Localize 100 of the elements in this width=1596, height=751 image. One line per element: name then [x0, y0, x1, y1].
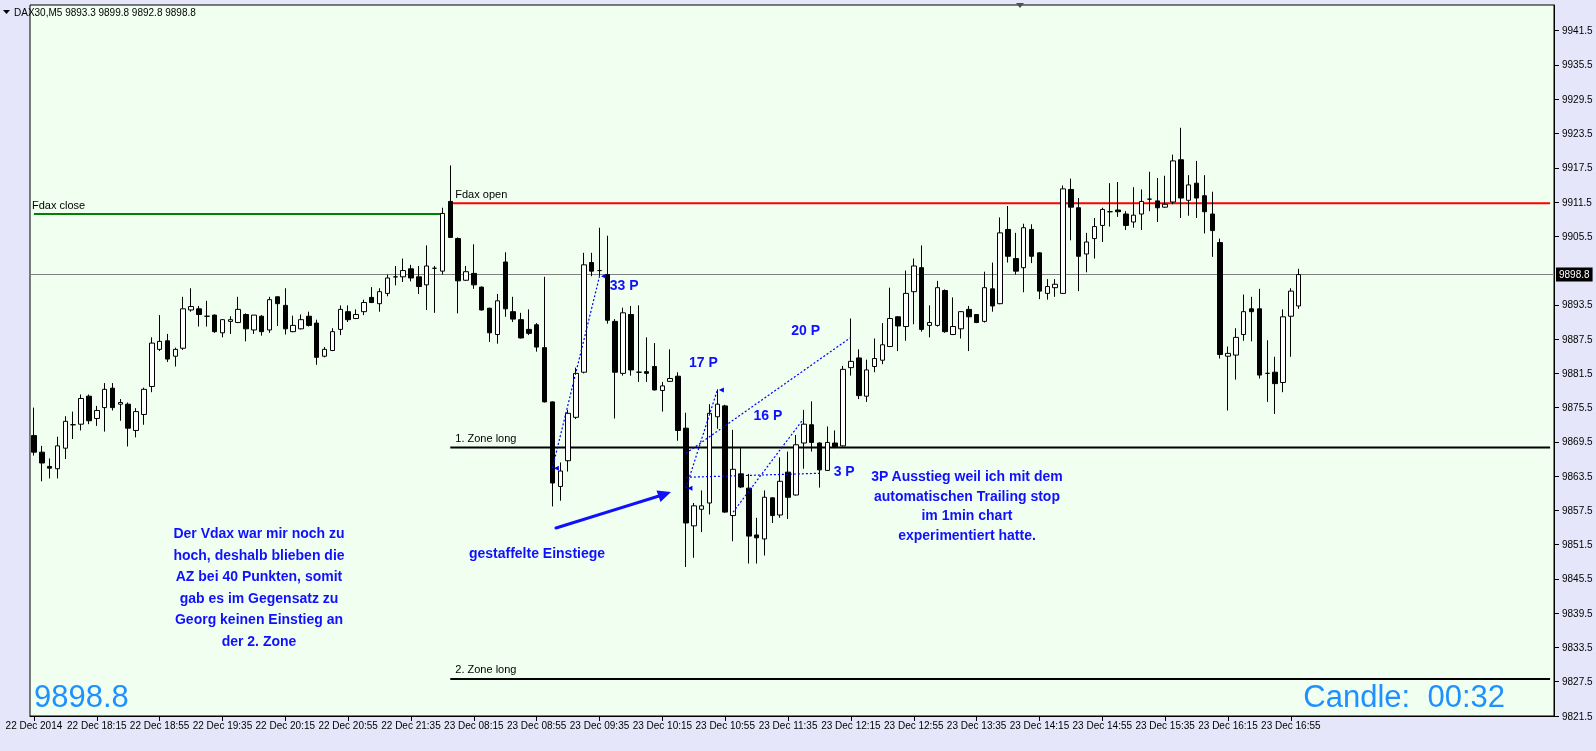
- y-tick-label: 9845.5: [1562, 573, 1594, 585]
- candlestick: [479, 286, 484, 312]
- annotation: 17 P: [689, 354, 718, 370]
- candlestick: [895, 315, 901, 352]
- candlestick: [1257, 288, 1262, 379]
- candlestick: [990, 262, 995, 313]
- candlestick: [1288, 287, 1294, 358]
- candlestick: [1170, 154, 1176, 205]
- candlestick: [322, 346, 327, 358]
- candlestick: [39, 445, 45, 482]
- candlestick: [597, 227, 602, 277]
- candlestick: [330, 327, 335, 352]
- x-tick-label: 22 Dec 21:35: [381, 719, 442, 731]
- candlestick: [361, 299, 367, 316]
- candlestick: [997, 216, 1003, 305]
- candlestick: [1092, 217, 1097, 260]
- y-tick-label: 9917.5: [1562, 162, 1594, 174]
- candlestick: [1107, 182, 1113, 228]
- candlestick: [558, 461, 563, 502]
- candlestick: [927, 304, 932, 338]
- candlestick: [880, 322, 885, 365]
- chart-title: DAX30,M5 9893.3 9899.8 9892.8 9898.8: [14, 6, 197, 18]
- series-label: 2. Zone long: [455, 663, 517, 676]
- candlestick: [338, 304, 343, 336]
- candlestick: [1060, 184, 1066, 295]
- y-tick-label: 9941.5: [1562, 25, 1594, 37]
- y-tick-label: 9863.5: [1562, 470, 1594, 482]
- candlestick: [440, 207, 445, 276]
- y-tick-label: 9929.5: [1562, 93, 1594, 105]
- candlestick: [251, 314, 257, 335]
- candlestick: [63, 415, 68, 460]
- candlestick: [762, 489, 767, 557]
- y-tick-label: 9857.5: [1562, 504, 1594, 516]
- candlestick: [715, 388, 720, 430]
- candlestick: [110, 382, 115, 411]
- x-tick-label: 23 Dec 16:15: [1198, 719, 1259, 731]
- candlestick: [243, 312, 249, 342]
- annotation: 3P Ausstieg weil ich mit dem automatischen Trailing stop im 1min chart experimentiert hatte.: [871, 468, 1063, 543]
- candlestick: [1076, 197, 1081, 292]
- x-tick-label: 22 Dec 18:55: [129, 719, 190, 731]
- series-label: Fdax close: [31, 198, 86, 211]
- candlestick: [416, 265, 422, 295]
- x-tick-label: 23 Dec 15:35: [1135, 719, 1196, 731]
- candlestick: [754, 517, 759, 565]
- candlestick: [173, 347, 178, 367]
- candlestick: [220, 318, 225, 338]
- candlestick: [180, 296, 186, 351]
- candlestick: [605, 235, 610, 325]
- y-tick-label: 9827.5: [1562, 676, 1594, 688]
- candlestick: [1225, 346, 1231, 411]
- candlestick: [691, 502, 697, 559]
- candlestick: [259, 314, 264, 337]
- candlestick: [1005, 205, 1011, 264]
- candlestick: [911, 258, 917, 325]
- candlestick: [746, 473, 752, 565]
- candlestick: [196, 305, 202, 328]
- annotation: Der Vdax war mir noch zu hoch, deshalb blieben die AZ bei 40 Punkten, somit gab es im Gegensatz zu Georg keinen Einstieg an der 2. Zone: [173, 525, 345, 649]
- y-tick-label: 9869.5: [1562, 436, 1594, 448]
- candlestick: [1186, 174, 1191, 217]
- candlestick: [1123, 210, 1129, 231]
- candlestick: [1194, 160, 1199, 219]
- y-tick-label: 9851.5: [1562, 539, 1594, 551]
- candlestick: [1249, 296, 1254, 342]
- x-tick-label: 22 Dec 18:15: [67, 719, 127, 731]
- candlestick: [887, 287, 893, 348]
- candlestick: [1155, 177, 1160, 223]
- candlestick: [1045, 278, 1050, 301]
- candlestick: [1029, 223, 1034, 264]
- x-tick-label: 22 Dec 20:55: [318, 719, 379, 731]
- candlestick: [1280, 308, 1286, 393]
- candlestick: [455, 236, 461, 314]
- x-tick-label: 23 Dec 10:55: [695, 719, 756, 731]
- annotation: 3 P: [833, 463, 855, 479]
- candlestick: [212, 314, 217, 334]
- candlestick: [919, 244, 924, 333]
- candlestick: [487, 307, 492, 343]
- candlestick: [141, 387, 147, 426]
- candlestick: [644, 336, 649, 383]
- series-label: Fdax open: [455, 187, 508, 200]
- candlestick: [314, 319, 319, 366]
- x-tick-label: 23 Dec 12:15: [821, 719, 882, 731]
- candlestick: [1296, 268, 1301, 310]
- candlestick: [864, 359, 869, 403]
- candlestick: [628, 305, 634, 377]
- candlestick: [675, 371, 681, 442]
- candlestick: [125, 401, 131, 447]
- candlestick: [856, 348, 862, 400]
- y-tick-label: 9923.5: [1562, 127, 1594, 139]
- ref-line-label: 9898.8: [1559, 269, 1591, 281]
- candlestick: [118, 398, 123, 422]
- candlestick: [157, 314, 162, 352]
- candlestick: [1131, 186, 1136, 229]
- candlestick: [872, 338, 877, 373]
- x-tick-label: 23 Dec 08:15: [444, 719, 505, 731]
- candlestick: [345, 304, 351, 323]
- candlestick: [400, 258, 406, 283]
- candlestick: [1052, 278, 1058, 298]
- y-tick-label: 9839.5: [1562, 607, 1594, 619]
- candlestick: [275, 295, 280, 327]
- candlestick: [1037, 251, 1042, 300]
